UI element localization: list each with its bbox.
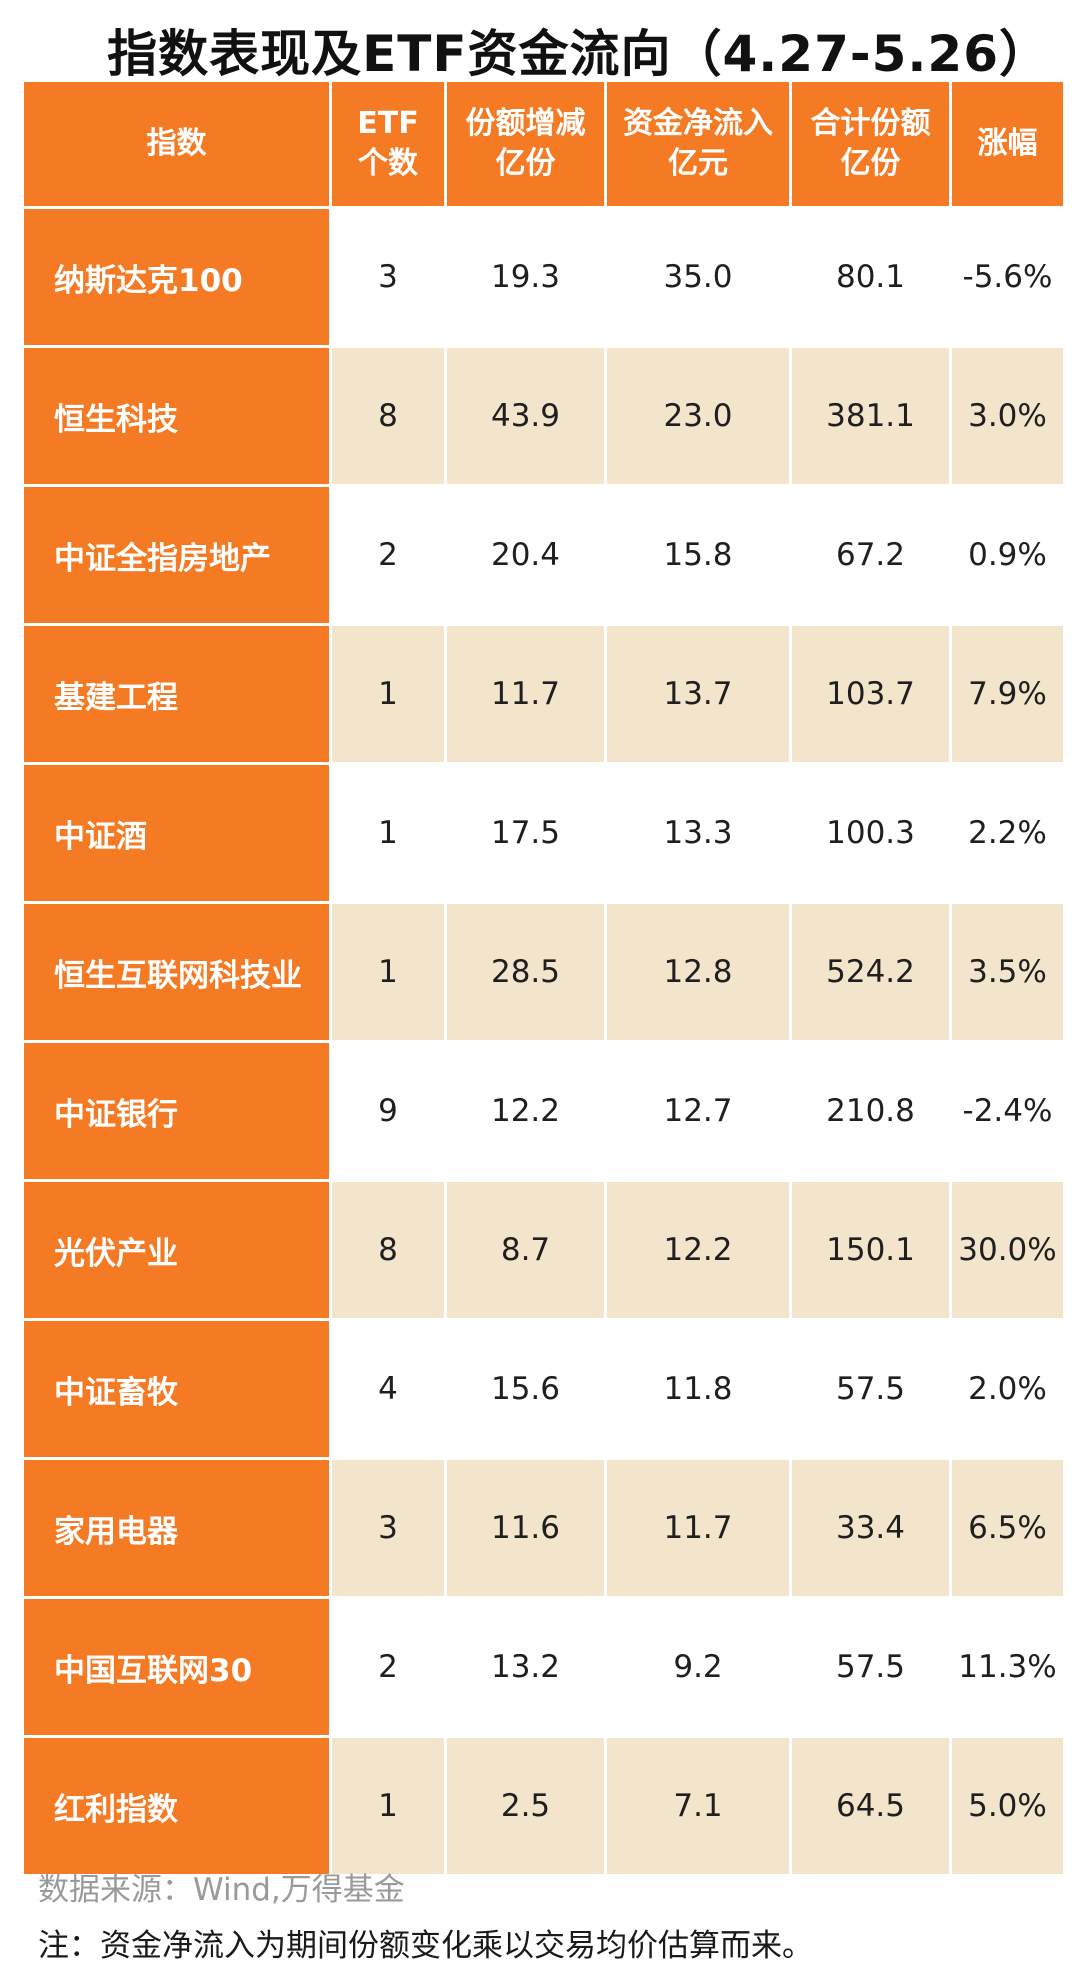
etf-count-cell: 3	[332, 209, 444, 345]
etf-count-cell: 8	[332, 1182, 444, 1318]
index-name-cell: 家用电器	[24, 1460, 329, 1596]
index-name-cell: 恒生互联网科技业	[24, 904, 329, 1040]
total-shares-cell: 381.1	[792, 348, 949, 484]
total-shares-cell: 210.8	[792, 1043, 949, 1179]
change-pct-cell: -2.4%	[952, 1043, 1063, 1179]
net-inflow-cell: 11.7	[607, 1460, 789, 1596]
total-shares-cell: 64.5	[792, 1738, 949, 1874]
index-name-cell: 中证畜牧	[24, 1321, 329, 1457]
share-change-cell: 17.5	[447, 765, 604, 901]
net-inflow-cell: 35.0	[607, 209, 789, 345]
share-change-cell: 11.7	[447, 626, 604, 762]
total-shares-cell: 57.5	[792, 1321, 949, 1457]
header-etf-count: ETF 个数	[332, 82, 444, 206]
total-shares-cell: 524.2	[792, 904, 949, 1040]
share-change-cell: 11.6	[447, 1460, 604, 1596]
net-inflow-cell: 9.2	[607, 1599, 789, 1735]
net-inflow-cell: 12.8	[607, 904, 789, 1040]
total-shares-cell: 103.7	[792, 626, 949, 762]
share-change-cell: 2.5	[447, 1738, 604, 1874]
net-inflow-cell: 7.1	[607, 1738, 789, 1874]
change-pct-cell: 0.9%	[952, 487, 1063, 623]
net-inflow-cell: 12.2	[607, 1182, 789, 1318]
header-net-inflow: 资金净流入 亿元	[607, 82, 789, 206]
share-change-cell: 28.5	[447, 904, 604, 1040]
change-pct-cell: 2.2%	[952, 765, 1063, 901]
change-pct-cell: 30.0%	[952, 1182, 1063, 1318]
index-name-cell: 中证酒	[24, 765, 329, 901]
net-inflow-cell: 13.3	[607, 765, 789, 901]
change-pct-cell: 3.0%	[952, 348, 1063, 484]
etf-count-cell: 2	[332, 1599, 444, 1735]
share-change-cell: 12.2	[447, 1043, 604, 1179]
header-change-pct: 涨幅	[952, 82, 1063, 206]
share-change-cell: 43.9	[447, 348, 604, 484]
share-change-cell: 19.3	[447, 209, 604, 345]
etf-count-cell: 3	[332, 1460, 444, 1596]
etf-count-cell: 1	[332, 1738, 444, 1874]
etf-count-cell: 9	[332, 1043, 444, 1179]
change-pct-cell: 5.0%	[952, 1738, 1063, 1874]
index-name-cell: 红利指数	[24, 1738, 329, 1874]
index-name-cell: 基建工程	[24, 626, 329, 762]
change-pct-cell: 11.3%	[952, 1599, 1063, 1735]
etf-count-cell: 1	[332, 904, 444, 1040]
header-total-shares: 合计份额 亿份	[792, 82, 949, 206]
footnote: 注：资金净流入为期间份额变化乘以交易均价估算而来。	[38, 1928, 813, 1964]
header-index: 指数	[24, 82, 329, 206]
header-share-change: 份额增减 亿份	[447, 82, 604, 206]
total-shares-cell: 57.5	[792, 1599, 949, 1735]
change-pct-cell: 2.0%	[952, 1321, 1063, 1457]
net-inflow-cell: 11.8	[607, 1321, 789, 1457]
etf-count-cell: 2	[332, 487, 444, 623]
change-pct-cell: 3.5%	[952, 904, 1063, 1040]
net-inflow-cell: 23.0	[607, 348, 789, 484]
etf-count-cell: 4	[332, 1321, 444, 1457]
index-name-cell: 恒生科技	[24, 348, 329, 484]
total-shares-cell: 80.1	[792, 209, 949, 345]
etf-flow-table: 指数 ETF 个数 份额增减 亿份 资金净流入 亿元 合计份额 亿份 涨幅 纳斯…	[24, 82, 1063, 1874]
total-shares-cell: 100.3	[792, 765, 949, 901]
index-name-cell: 中证银行	[24, 1043, 329, 1179]
change-pct-cell: -5.6%	[952, 209, 1063, 345]
data-source-note: 数据来源：Wind,万得基金	[38, 1872, 405, 1908]
etf-count-cell: 1	[332, 626, 444, 762]
etf-count-cell: 8	[332, 348, 444, 484]
page-title: 指数表现及ETF资金流向（4.27-5.26）	[107, 25, 1050, 83]
index-name-cell: 光伏产业	[24, 1182, 329, 1318]
share-change-cell: 13.2	[447, 1599, 604, 1735]
net-inflow-cell: 15.8	[607, 487, 789, 623]
change-pct-cell: 6.5%	[952, 1460, 1063, 1596]
index-name-cell: 纳斯达克100	[24, 209, 329, 345]
total-shares-cell: 67.2	[792, 487, 949, 623]
net-inflow-cell: 12.7	[607, 1043, 789, 1179]
total-shares-cell: 150.1	[792, 1182, 949, 1318]
index-name-cell: 中国互联网30	[24, 1599, 329, 1735]
change-pct-cell: 7.9%	[952, 626, 1063, 762]
total-shares-cell: 33.4	[792, 1460, 949, 1596]
share-change-cell: 8.7	[447, 1182, 604, 1318]
net-inflow-cell: 13.7	[607, 626, 789, 762]
share-change-cell: 20.4	[447, 487, 604, 623]
etf-count-cell: 1	[332, 765, 444, 901]
index-name-cell: 中证全指房地产	[24, 487, 329, 623]
share-change-cell: 15.6	[447, 1321, 604, 1457]
